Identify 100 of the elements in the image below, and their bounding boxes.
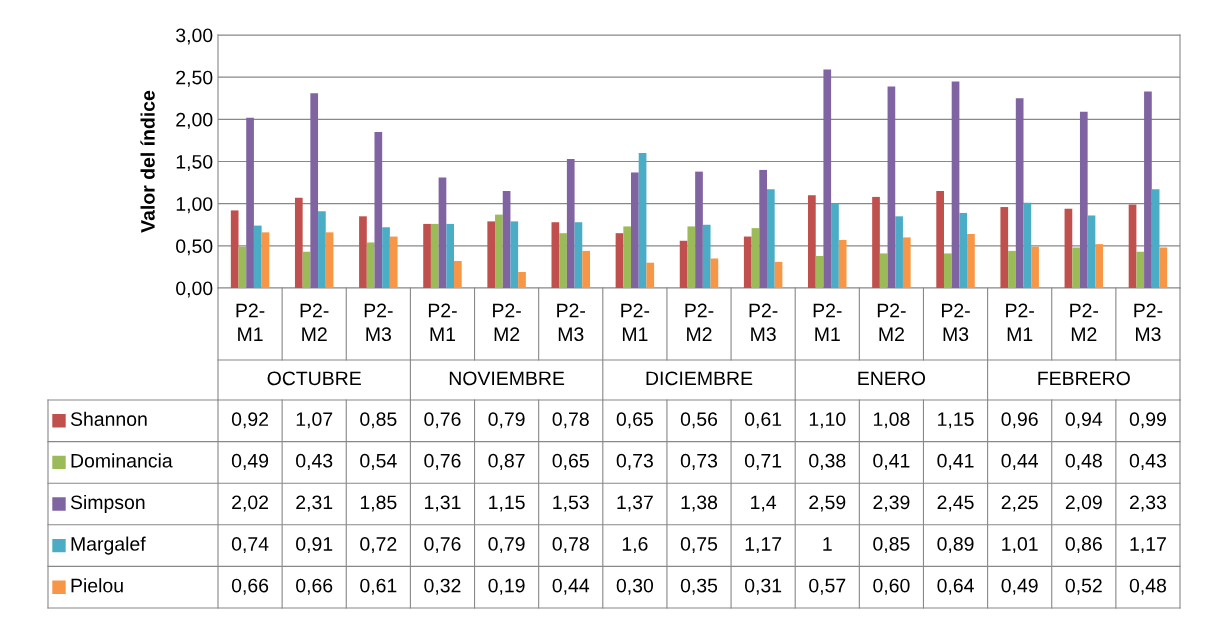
legend-label: Simpson xyxy=(70,494,145,514)
legend-label: Dominancia xyxy=(71,453,173,468)
bar xyxy=(454,261,462,288)
bar xyxy=(759,169,767,288)
bar xyxy=(302,251,311,288)
data-label: 1,31 xyxy=(425,495,461,512)
bar xyxy=(1151,189,1160,288)
data-label: 1,6 xyxy=(622,537,648,554)
bar xyxy=(310,93,319,288)
bar xyxy=(831,203,839,288)
data-label: 1,08 xyxy=(873,412,910,429)
bar xyxy=(551,222,560,288)
y-tick-label: 2,50 xyxy=(176,70,213,87)
bar xyxy=(615,233,624,288)
data-label: 0,44 xyxy=(1001,453,1039,470)
data-label: 0,65 xyxy=(552,453,589,470)
x-tick-label: P2- M2 xyxy=(493,303,521,341)
data-label: 0,76 xyxy=(424,412,461,429)
bar xyxy=(808,195,816,288)
bar xyxy=(646,262,655,288)
x-tick-label: P2- M2 xyxy=(300,303,329,341)
bar xyxy=(318,211,326,288)
data-label: 0,79 xyxy=(488,537,525,554)
bar xyxy=(518,271,526,288)
bar xyxy=(887,86,896,288)
bar xyxy=(495,214,503,288)
data-label: 0,78 xyxy=(552,537,589,554)
data-label: 1,07 xyxy=(296,412,333,429)
bar xyxy=(559,233,567,288)
text: NOVIEMBRE xyxy=(449,371,565,386)
bar xyxy=(823,69,832,288)
data-label: 1,17 xyxy=(745,537,782,554)
data-label: 0,89 xyxy=(937,537,974,554)
y-tick-label: 1,00 xyxy=(176,197,213,214)
data-label: 2,45 xyxy=(937,495,974,512)
x-tick-label: P2- M3 xyxy=(1134,303,1163,342)
text: ENERO xyxy=(858,371,926,386)
bar xyxy=(702,224,711,288)
data-label: 0,43 xyxy=(1129,453,1166,470)
bar xyxy=(294,197,303,288)
y-tick-label: 0,50 xyxy=(176,239,213,256)
bar xyxy=(253,225,262,288)
bar xyxy=(438,177,447,288)
bar xyxy=(510,221,519,288)
bar xyxy=(1031,246,1039,288)
bar xyxy=(382,227,390,288)
bar xyxy=(246,117,254,288)
data-label: 0,66 xyxy=(296,578,333,595)
bar xyxy=(1023,202,1032,288)
data-label: 1,15 xyxy=(938,412,974,429)
x-tick-label: P2- M3 xyxy=(749,303,778,342)
bar xyxy=(936,191,944,288)
data-label: 0,74 xyxy=(231,537,269,554)
bar xyxy=(679,240,688,288)
bar xyxy=(815,255,824,288)
data-label: 0,48 xyxy=(1129,578,1167,595)
data-label: 0,56 xyxy=(680,412,718,429)
data-label: 0,87 xyxy=(488,453,525,470)
bar xyxy=(1159,247,1168,288)
bar xyxy=(638,153,647,288)
bar xyxy=(766,189,775,288)
bar xyxy=(502,191,511,288)
data-label: 0,54 xyxy=(360,453,397,470)
x-tick-label: P2- M2 xyxy=(1070,303,1099,341)
bar xyxy=(895,216,903,288)
x-tick-label: P2- M2 xyxy=(877,303,906,341)
bar xyxy=(1136,251,1145,288)
bar xyxy=(389,236,398,288)
bar xyxy=(1128,204,1137,288)
bar xyxy=(951,81,960,288)
data-label: 1 xyxy=(823,537,832,551)
text: DICIEMBRE xyxy=(646,371,753,386)
data-label: 0,57 xyxy=(809,578,846,595)
bar xyxy=(967,234,975,288)
x-tick-label: P2- M2 xyxy=(685,303,714,341)
data-label: 0,43 xyxy=(296,453,333,470)
data-label: 0,65 xyxy=(616,412,653,429)
data-label: 1,38 xyxy=(681,495,718,512)
bar xyxy=(1087,215,1096,288)
data-label: 0,86 xyxy=(1065,537,1102,554)
data-label: 0,32 xyxy=(424,578,461,595)
data-label: 0,75 xyxy=(680,537,718,554)
data-label: 0,78 xyxy=(552,412,589,429)
bar xyxy=(710,258,719,288)
data-label: 2,33 xyxy=(1129,495,1166,512)
data-label: 0,52 xyxy=(1065,578,1102,595)
bar xyxy=(695,171,703,288)
x-tick-label: P2- M1 xyxy=(813,303,842,341)
bar xyxy=(430,223,439,288)
data-label: 0,35 xyxy=(680,578,718,595)
data-label: 0,48 xyxy=(1065,453,1102,470)
data-label: 1,17 xyxy=(1130,537,1166,554)
x-tick-label: P2- M3 xyxy=(364,303,393,342)
y-tick-label: 2,00 xyxy=(176,112,213,129)
bar xyxy=(359,216,367,288)
x-tick-label: P2- M3 xyxy=(557,303,585,342)
bar xyxy=(623,226,632,288)
data-label: 2,59 xyxy=(809,495,846,512)
data-label: 0,49 xyxy=(231,453,269,470)
y-axis-title: Valor del índice xyxy=(140,90,155,233)
